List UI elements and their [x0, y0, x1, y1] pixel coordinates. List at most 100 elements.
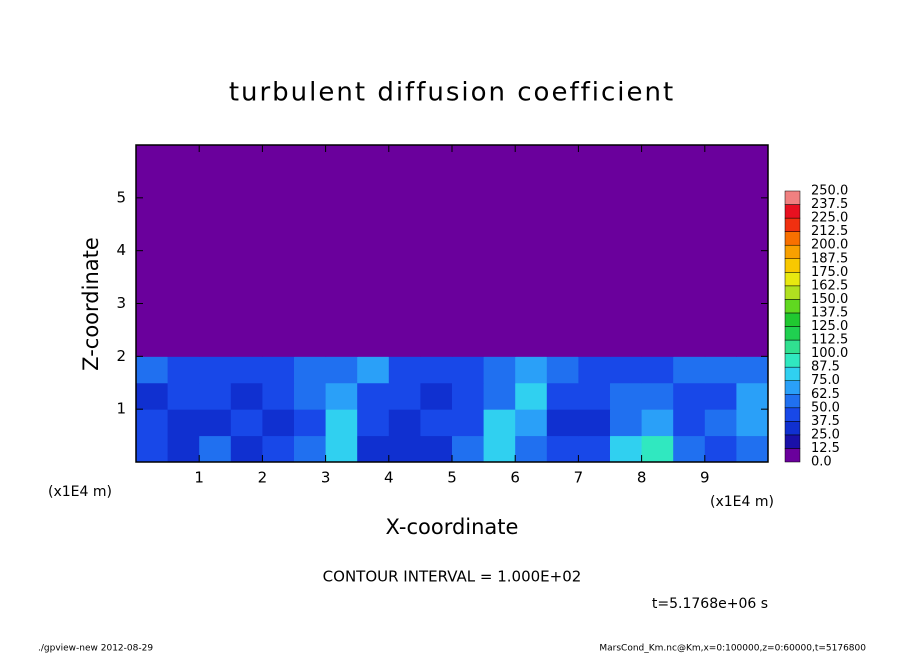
heatmap-cell — [420, 409, 453, 437]
colorbar-band — [784, 231, 801, 246]
heatmap-cell — [546, 145, 579, 357]
colorbar-band — [784, 394, 801, 409]
colorbar-label: 75.0 — [811, 373, 840, 388]
chart-title: turbulent diffusion coefficient — [229, 78, 675, 108]
colorbar-label: 50.0 — [811, 400, 840, 415]
heatmap-cell — [515, 356, 548, 384]
heatmap-cell — [167, 435, 200, 463]
heatmap-cell — [578, 145, 611, 357]
heatmap-cell — [230, 409, 263, 437]
heatmap-cell — [357, 145, 390, 357]
footer-left: ./gpview-new 2012-08-29 — [38, 644, 153, 654]
heatmap-cell — [199, 356, 232, 384]
heatmap-cell — [610, 145, 643, 357]
colorbar-label: 87.5 — [811, 360, 840, 375]
heatmap-cell — [578, 435, 611, 463]
heatmap-cell — [136, 409, 169, 437]
y-tick-label: 2 — [116, 347, 126, 365]
heatmap-cell — [546, 356, 579, 384]
heatmap-cell — [578, 382, 611, 410]
heatmap-cell — [673, 356, 706, 384]
heatmap-cell — [325, 382, 358, 410]
colorbar-band — [784, 326, 801, 341]
x-tick-label: 5 — [447, 469, 457, 487]
heatmap-cell — [546, 409, 579, 437]
colorbar-label: 212.5 — [811, 224, 848, 239]
heatmap-cell — [736, 356, 769, 384]
heatmap-cell — [357, 356, 390, 384]
heatmap-cell — [641, 435, 674, 463]
heatmap-cell — [641, 382, 674, 410]
heatmap-cell — [483, 145, 516, 357]
y-tick-label: 5 — [116, 188, 126, 206]
heatmap-cell — [294, 382, 327, 410]
colorbar-label: 250.0 — [811, 184, 848, 199]
x-tick-label: 3 — [321, 469, 331, 487]
colorbar-label: 37.5 — [811, 414, 840, 429]
heatmap-cell — [673, 145, 706, 357]
heatmap-cell — [420, 382, 453, 410]
heatmap-cell — [136, 382, 169, 410]
x-tick-label: 1 — [194, 469, 204, 487]
heatmap-cell — [736, 382, 769, 410]
heatmap-cell — [610, 382, 643, 410]
colorbar-label: 12.5 — [811, 441, 840, 456]
colorbar-band — [784, 339, 801, 354]
heatmap-cell — [262, 145, 295, 357]
heatmap-cell — [357, 382, 390, 410]
heatmap-cell — [199, 145, 232, 357]
heatmap-cell — [199, 382, 232, 410]
heatmap-cell — [136, 356, 169, 384]
colorbar-label: 162.5 — [811, 278, 848, 293]
heatmap-cell — [294, 435, 327, 463]
heatmap-cell — [167, 409, 200, 437]
heatmap-cell — [230, 145, 263, 357]
colorbar-label: 100.0 — [811, 346, 848, 361]
heatmap-cell — [483, 356, 516, 384]
time-label: t=5.1768e+06 s — [652, 596, 768, 612]
heatmap-cell — [736, 435, 769, 463]
colorbar-band — [784, 448, 801, 463]
colorbar-label: 200.0 — [811, 238, 848, 253]
colorbar-label: 125.0 — [811, 319, 848, 334]
heatmap-cell — [357, 435, 390, 463]
heatmap-cell — [167, 145, 200, 357]
colorbar-band — [784, 434, 801, 449]
heatmap-cell — [673, 382, 706, 410]
heatmap-cell — [515, 409, 548, 437]
colorbar-band — [784, 190, 801, 205]
x-axis-label: X-coordinate — [386, 515, 519, 539]
heatmap-cell — [230, 356, 263, 384]
heatmap-cell — [262, 435, 295, 463]
heatmap-cell — [388, 382, 421, 410]
heatmap-cell — [230, 382, 263, 410]
heatmap-cell — [199, 435, 232, 463]
colorbar-label: 62.5 — [811, 387, 840, 402]
colorbar-band — [784, 258, 801, 273]
heatmap-cell — [294, 409, 327, 437]
colorbar-band — [784, 272, 801, 287]
heatmap-cell — [136, 435, 169, 463]
colorbar-label: 187.5 — [811, 251, 848, 266]
heatmap-cell — [546, 435, 579, 463]
colorbar-band — [784, 204, 801, 219]
heatmap-cell — [357, 409, 390, 437]
heatmap-cell — [546, 382, 579, 410]
heatmap-cell — [325, 435, 358, 463]
y-tick-label: 1 — [116, 400, 126, 418]
colorbar-label: 237.5 — [811, 197, 848, 212]
heatmap-cell — [199, 409, 232, 437]
colorbar-label: 137.5 — [811, 305, 848, 320]
x-tick-label: 9 — [700, 469, 710, 487]
heatmap-cell — [736, 409, 769, 437]
heatmap-cell — [578, 356, 611, 384]
heatmap-cell — [452, 145, 485, 357]
heatmap-cell — [641, 356, 674, 384]
heatmap-cell — [167, 356, 200, 384]
heatmap-cell — [704, 409, 737, 437]
colorbar-band — [784, 285, 801, 300]
y-tick-label: 4 — [116, 241, 126, 259]
y-axis-label: Z-coordinate — [79, 237, 103, 371]
